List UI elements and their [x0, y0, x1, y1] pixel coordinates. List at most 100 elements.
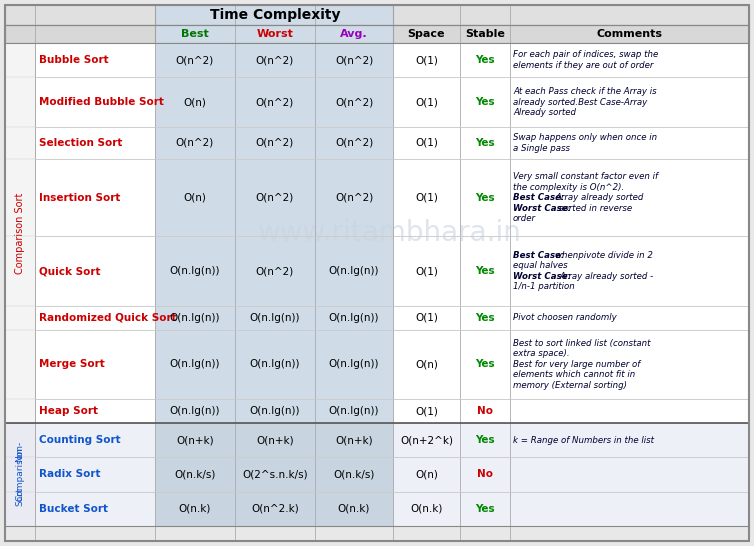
- Text: O(n.lg(n)): O(n.lg(n)): [170, 313, 220, 323]
- Text: Bubble Sort: Bubble Sort: [39, 55, 109, 65]
- Text: Selection Sort: Selection Sort: [39, 138, 122, 148]
- Bar: [5, 399, 749, 423]
- Text: Array already sorted: Array already sorted: [556, 193, 644, 202]
- Text: extra space).: extra space).: [513, 349, 569, 359]
- Text: Non-: Non-: [16, 441, 24, 462]
- Text: sorted in reverse: sorted in reverse: [559, 204, 633, 212]
- Bar: [155, 399, 393, 423]
- Text: Merge Sort: Merge Sort: [39, 359, 105, 370]
- Text: O(n.k): O(n.k): [338, 504, 370, 514]
- Text: Worst: Worst: [256, 29, 293, 39]
- Text: O(n.lg(n)): O(n.lg(n)): [250, 359, 300, 370]
- Text: O(1): O(1): [415, 266, 438, 276]
- Bar: [5, 43, 35, 423]
- Text: No: No: [477, 470, 493, 479]
- Text: At each Pass check if the Array is: At each Pass check if the Array is: [513, 87, 657, 96]
- Text: O(n^2): O(n^2): [335, 55, 373, 65]
- Text: O(n^2): O(n^2): [256, 266, 294, 276]
- Text: Yes: Yes: [475, 138, 495, 148]
- Text: Comparison Sort: Comparison Sort: [15, 192, 25, 274]
- Text: O(n): O(n): [183, 97, 207, 107]
- Text: O(n+k): O(n+k): [256, 435, 294, 445]
- Text: the complexity is O(n^2).: the complexity is O(n^2).: [513, 182, 624, 192]
- Text: Space: Space: [408, 29, 446, 39]
- Text: Best for very large number of: Best for very large number of: [513, 360, 640, 369]
- Text: O(n.lg(n)): O(n.lg(n)): [170, 359, 220, 370]
- Text: O(n): O(n): [415, 359, 438, 370]
- Bar: [5, 159, 749, 236]
- Bar: [155, 5, 393, 25]
- Text: Stable: Stable: [465, 29, 505, 39]
- Bar: [5, 43, 749, 78]
- Text: No: No: [477, 406, 493, 416]
- Text: O(1): O(1): [415, 313, 438, 323]
- Text: Radix Sort: Radix Sort: [39, 470, 100, 479]
- Text: Best Case:: Best Case:: [513, 193, 568, 202]
- Text: Pivot choosen randomly: Pivot choosen randomly: [513, 313, 617, 322]
- Text: k = Range of Numbers in the list: k = Range of Numbers in the list: [513, 436, 654, 444]
- Text: Swap happens only when once in: Swap happens only when once in: [513, 133, 657, 142]
- Text: O(1): O(1): [415, 193, 438, 203]
- Text: Quick Sort: Quick Sort: [39, 266, 100, 276]
- Bar: [5, 458, 749, 491]
- Bar: [155, 423, 393, 458]
- Text: Comments: Comments: [596, 29, 663, 39]
- Text: Yes: Yes: [475, 97, 495, 107]
- Text: O(n.k): O(n.k): [179, 504, 211, 514]
- Text: O(n^2): O(n^2): [176, 55, 214, 65]
- Bar: [155, 236, 393, 306]
- Text: O(n): O(n): [415, 470, 438, 479]
- Bar: [5, 330, 749, 399]
- Text: 1/n-1 partition: 1/n-1 partition: [513, 282, 575, 292]
- Text: O(1): O(1): [415, 55, 438, 65]
- Text: Worst Case:: Worst Case:: [513, 204, 574, 212]
- Text: Modified Bubble Sort: Modified Bubble Sort: [39, 97, 164, 107]
- Text: O(n.k/s): O(n.k/s): [174, 470, 216, 479]
- Bar: [155, 306, 393, 330]
- Text: O(n.lg(n)): O(n.lg(n)): [250, 313, 300, 323]
- Text: O(1): O(1): [415, 138, 438, 148]
- Text: Insertion Sort: Insertion Sort: [39, 193, 121, 203]
- Text: Heap Sort: Heap Sort: [39, 406, 98, 416]
- Text: Yes: Yes: [475, 313, 495, 323]
- Text: O(n.k): O(n.k): [410, 504, 443, 514]
- Text: O(n.lg(n)): O(n.lg(n)): [170, 406, 220, 416]
- Text: O(n^2): O(n^2): [256, 138, 294, 148]
- Bar: [155, 159, 393, 236]
- Text: elements if they are out of order: elements if they are out of order: [513, 61, 654, 70]
- Text: O(n.k/s): O(n.k/s): [333, 470, 375, 479]
- Text: O(n.lg(n)): O(n.lg(n)): [329, 406, 379, 416]
- Text: O(n^2): O(n^2): [335, 138, 373, 148]
- Text: Yes: Yes: [475, 504, 495, 514]
- Bar: [5, 5, 749, 25]
- Text: O(n^2): O(n^2): [335, 193, 373, 203]
- Text: Yes: Yes: [475, 55, 495, 65]
- Text: Avg.: Avg.: [340, 29, 368, 39]
- Text: Worst Case:: Worst Case:: [513, 272, 574, 281]
- Text: whenpivote divide in 2: whenpivote divide in 2: [556, 251, 653, 260]
- Text: O(n.lg(n)): O(n.lg(n)): [329, 266, 379, 276]
- Text: elements which cannot fit in: elements which cannot fit in: [513, 371, 636, 379]
- Bar: [155, 43, 393, 78]
- Bar: [5, 306, 749, 330]
- Text: equal halves: equal halves: [513, 262, 568, 270]
- Text: O(n): O(n): [183, 193, 207, 203]
- Text: O(n^2): O(n^2): [176, 138, 214, 148]
- Text: O(n+k): O(n+k): [336, 435, 372, 445]
- Text: O(n.lg(n)): O(n.lg(n)): [329, 313, 379, 323]
- Text: O(1): O(1): [415, 97, 438, 107]
- Text: Randomized Quick Sort: Randomized Quick Sort: [39, 313, 176, 323]
- Bar: [5, 78, 749, 127]
- Bar: [5, 236, 749, 306]
- Text: order: order: [513, 214, 536, 223]
- Bar: [5, 423, 35, 526]
- Text: Counting Sort: Counting Sort: [39, 435, 121, 445]
- Text: O(n.lg(n)): O(n.lg(n)): [170, 266, 220, 276]
- Text: O(n^2.k): O(n^2.k): [251, 504, 299, 514]
- Text: O(n^2): O(n^2): [256, 97, 294, 107]
- Text: O(1): O(1): [415, 406, 438, 416]
- Bar: [155, 491, 393, 526]
- Text: O(2^s.n.k/s): O(2^s.n.k/s): [242, 470, 308, 479]
- Text: O(n+k): O(n+k): [176, 435, 214, 445]
- Text: O(n^2): O(n^2): [335, 97, 373, 107]
